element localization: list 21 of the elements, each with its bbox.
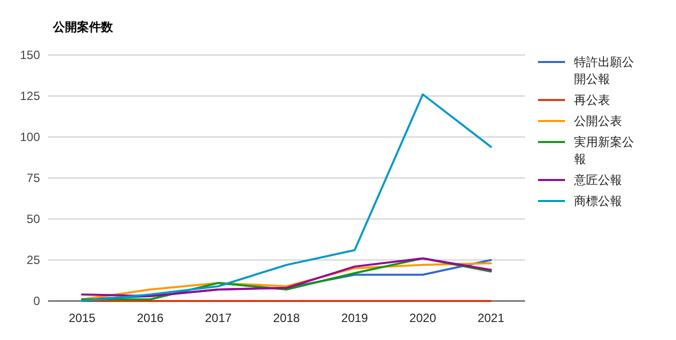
ytick: 25 xyxy=(26,253,40,267)
xtick: 2017 xyxy=(205,311,232,325)
legend-label: 意匠公報 xyxy=(573,173,622,187)
xtick: 2020 xyxy=(409,311,436,325)
legend-label: 特許出願公開公報 xyxy=(574,55,634,86)
legend-label: 公開公表 xyxy=(574,114,622,128)
xtick: 2016 xyxy=(136,311,164,325)
xtick: 2018 xyxy=(273,311,300,325)
ytick: 100 xyxy=(20,130,40,144)
ytick: 50 xyxy=(26,212,40,226)
xtick: 2019 xyxy=(341,311,368,325)
legend-label: 商標公報 xyxy=(574,194,622,208)
legend-label: 実用新案公報 xyxy=(574,135,634,166)
title: 公開案件数 xyxy=(53,20,113,34)
ytick: 150 xyxy=(20,48,40,62)
ytick: 0 xyxy=(33,294,40,308)
ytick: 75 xyxy=(26,171,40,185)
xtick: 2015 xyxy=(68,311,96,325)
ytick: 125 xyxy=(20,89,40,103)
legend-label: 再公表 xyxy=(574,93,610,107)
xtick: 2021 xyxy=(478,311,504,325)
